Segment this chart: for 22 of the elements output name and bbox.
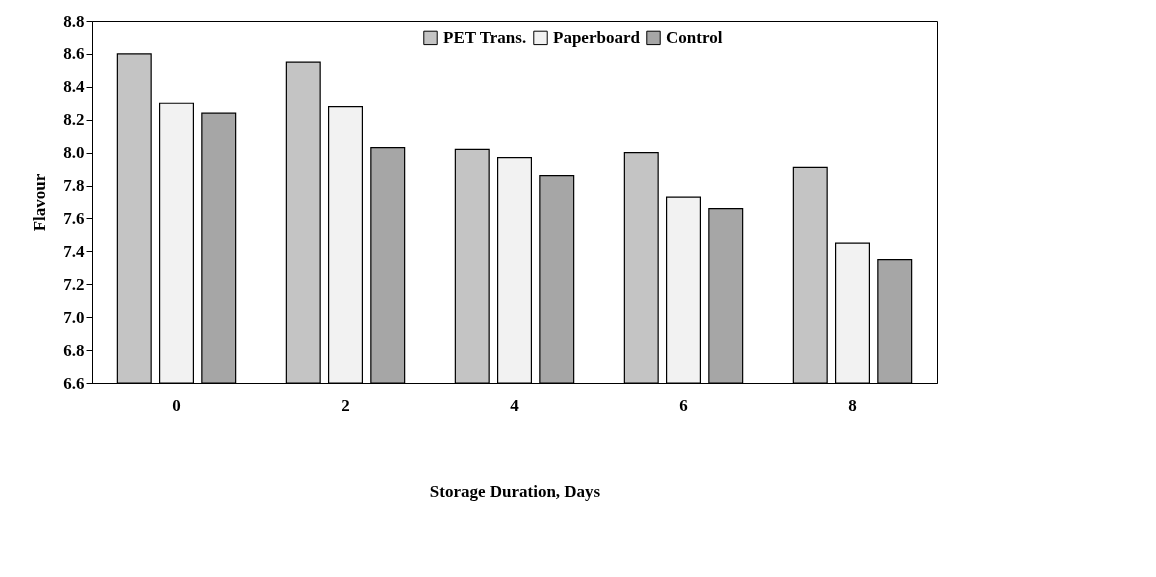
y-tick-label: 8.8 [63,11,85,31]
legend-label: PET Trans. [443,27,527,47]
y-tick-label: 6.6 [63,373,85,393]
x-tick-label: 4 [510,395,520,415]
y-tick-label: 7.8 [63,176,85,196]
legend-label: Paperboard [553,27,641,47]
y-tick-label: 7.6 [63,208,85,228]
y-tick-label: 7.4 [63,241,85,261]
x-tick-label: 6 [679,395,688,415]
x-tick-label: 8 [848,395,857,415]
y-tick-label: 6.8 [63,340,85,360]
y-tick-label: 8.2 [63,110,85,130]
y-tick-label: 8.6 [63,44,85,64]
legend-label: Control [666,27,723,47]
y-axis-title: Flavour [30,173,50,232]
y-tick-label: 7.2 [63,274,85,294]
x-tick-label: 0 [172,395,181,415]
x-tick-label: 2 [341,395,350,415]
y-tick-label: 7.0 [63,307,85,327]
x-axis-title: Storage Duration, Days [429,481,601,501]
y-tick-label: 8.0 [63,143,85,163]
y-tick-label: 8.4 [63,77,85,97]
